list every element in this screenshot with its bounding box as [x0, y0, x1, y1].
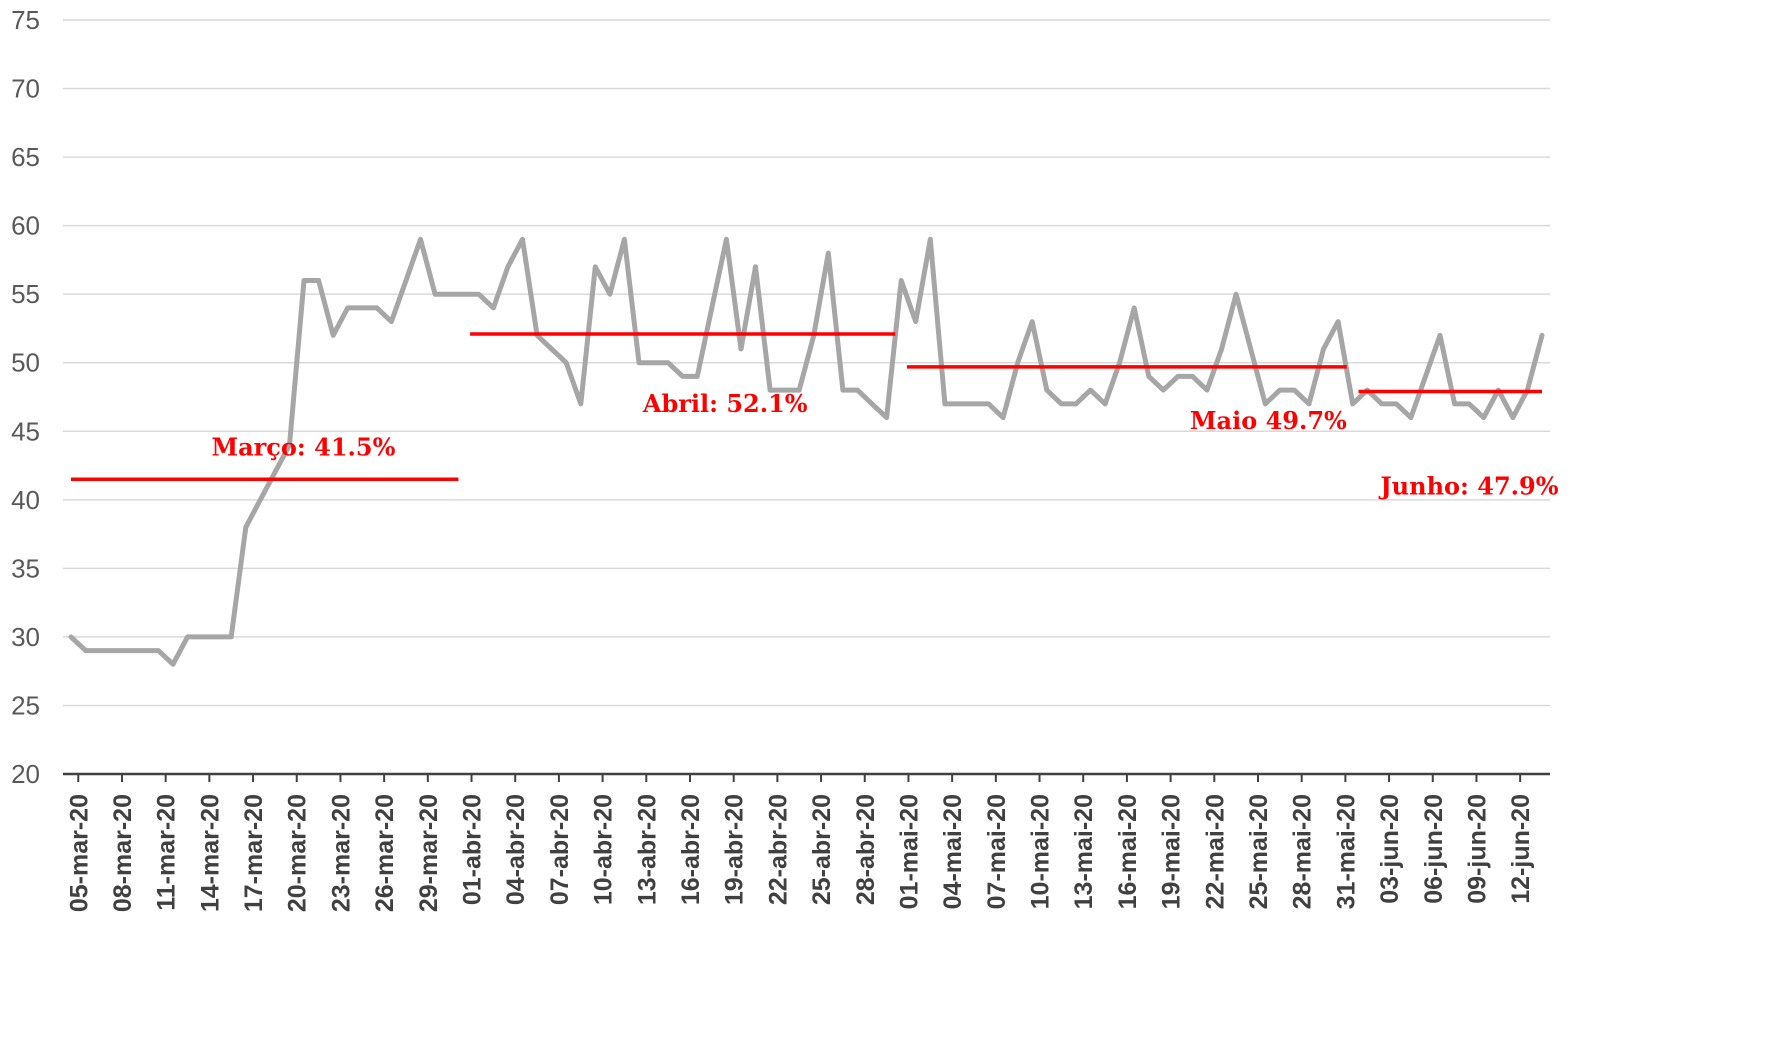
x-tick-label: 05-mar-20	[65, 794, 93, 912]
x-tick-label: 29-mar-20	[415, 794, 443, 912]
x-tick-label: 09-jun-20	[1463, 794, 1491, 904]
average-label: Maio 49.7%	[1190, 406, 1347, 435]
x-tick-label: 14-mar-20	[196, 794, 224, 912]
x-tick-label: 08-mar-20	[109, 794, 137, 912]
x-tick-label: 28-abr-20	[852, 794, 880, 905]
y-tick-label: 70	[11, 74, 40, 104]
y-tick-label: 75	[11, 5, 40, 35]
x-tick-label: 16-abr-20	[677, 794, 705, 905]
series-line	[68, 236, 1545, 667]
x-tick-label: 19-abr-20	[721, 794, 749, 905]
x-tick-label: 23-mar-20	[327, 794, 355, 912]
y-tick-label: 30	[11, 622, 40, 652]
x-tick-label: 03-jun-20	[1376, 794, 1404, 904]
y-tick-label: 60	[11, 211, 40, 241]
y-tick-label: 40	[11, 485, 40, 515]
x-tick-label: 07-abr-20	[546, 794, 574, 905]
x-tick-label: 01-abr-20	[459, 794, 487, 905]
x-tick-label: 25-mai-20	[1245, 794, 1273, 909]
x-tick-label: 06-jun-20	[1420, 794, 1448, 904]
y-tick-label: 55	[11, 279, 40, 309]
x-tick-label: 01-mai-20	[895, 794, 923, 909]
x-tick-label: 19-mai-20	[1158, 794, 1186, 909]
x-tick-label: 25-abr-20	[808, 794, 836, 905]
x-tick-label: 10-abr-20	[590, 794, 618, 905]
x-tick-label: 07-mai-20	[983, 794, 1011, 909]
x-tick-label: 22-mai-20	[1201, 794, 1229, 909]
y-tick-label: 65	[11, 142, 40, 172]
y-tick-label: 35	[11, 553, 40, 583]
average-label: Março: 41.5%	[212, 432, 396, 461]
series	[68, 236, 1545, 667]
x-tick-label: 26-mar-20	[371, 794, 399, 912]
average-label: Abril: 52.1%	[642, 389, 808, 418]
y-tick-label: 50	[11, 348, 40, 378]
x-tick-label: 10-mai-20	[1027, 794, 1055, 909]
x-tick-label: 11-mar-20	[153, 794, 181, 911]
y-tick-label: 20	[11, 759, 40, 789]
x-tick-label: 31-mai-20	[1332, 794, 1360, 909]
y-axis: 20 25 30 35 40 45 50 55 60 65 70 75	[11, 5, 40, 789]
x-tick-label: 12-jun-20	[1507, 794, 1535, 904]
x-tick-label: 16-mai-20	[1114, 794, 1142, 909]
x-tick-label: 13-mai-20	[1070, 794, 1098, 909]
x-tick-label: 04-mai-20	[939, 794, 967, 909]
x-tick-label: 22-abr-20	[764, 794, 792, 905]
x-tick-label: 17-mar-20	[240, 794, 268, 912]
monthly-averages: Março: 41.5% Abril: 52.1% Maio 49.7% Junho:…	[71, 332, 1559, 501]
x-tick-label: 04-abr-20	[502, 794, 530, 905]
x-tick-label: 28-mai-20	[1289, 794, 1317, 909]
x-axis: 05-mar-20 08-mar-20 11-mar-20 14-mar-20 17-m…	[63, 772, 1550, 912]
x-tick-label: 20-mar-20	[284, 794, 312, 912]
y-tick-label: 45	[11, 416, 40, 446]
average-label: Junho: 47.9%	[1378, 472, 1558, 501]
x-tick-label: 13-abr-20	[633, 794, 661, 905]
y-tick-label: 25	[11, 690, 40, 720]
